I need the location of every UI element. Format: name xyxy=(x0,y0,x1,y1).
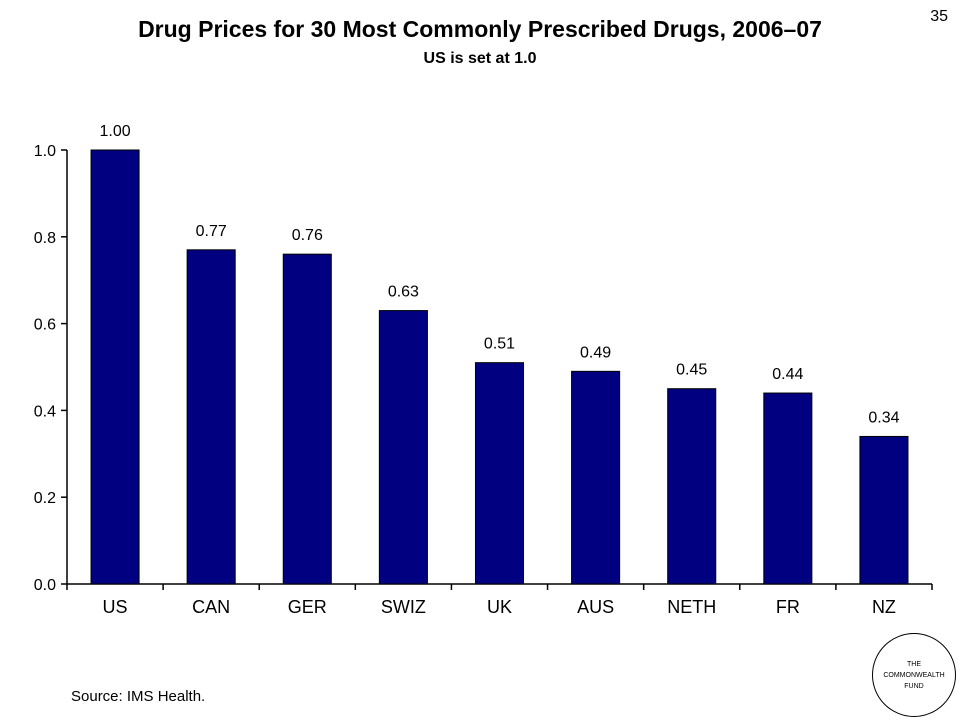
x-tick-label: NETH xyxy=(667,597,716,617)
bar xyxy=(186,249,236,585)
data-label: 0.44 xyxy=(772,366,803,383)
bar xyxy=(474,362,525,585)
y-tick-label: 0.0 xyxy=(34,577,56,594)
data-label: 0.34 xyxy=(868,409,899,426)
bar xyxy=(571,370,621,585)
x-tick-label: CAN xyxy=(192,597,230,617)
page-number: 35 xyxy=(930,8,948,25)
logo-text: THE COMMONWEALTH FUND xyxy=(883,660,945,690)
bar xyxy=(378,310,428,585)
x-tick-label: AUS xyxy=(577,597,614,617)
data-label: 0.76 xyxy=(292,227,323,244)
bar xyxy=(667,388,717,585)
data-label: 1.00 xyxy=(99,123,130,140)
chart-subtitle: US is set at 1.0 xyxy=(423,50,537,67)
bar xyxy=(763,392,813,585)
x-tick-label: US xyxy=(103,597,128,617)
data-label: 0.63 xyxy=(388,284,419,301)
bar xyxy=(859,435,909,585)
bar xyxy=(282,253,332,585)
bar xyxy=(90,149,140,585)
x-tick-label: GER xyxy=(288,597,327,617)
data-label: 0.77 xyxy=(196,223,227,240)
y-tick-label: 0.6 xyxy=(34,317,56,334)
y-tick-label: 0.4 xyxy=(34,403,56,420)
chart-title: Drug Prices for 30 Most Commonly Prescri… xyxy=(138,16,822,42)
y-tick-label: 0.8 xyxy=(34,230,56,247)
x-tick-label: SWIZ xyxy=(381,597,426,617)
x-tick-label: NZ xyxy=(872,597,896,617)
source-note: Source: IMS Health. xyxy=(71,688,206,705)
x-tick-label: FR xyxy=(776,597,800,617)
commonwealth-fund-logo: THE COMMONWEALTH FUND xyxy=(872,633,956,717)
data-label: 0.49 xyxy=(580,344,611,361)
y-tick-label: 0.2 xyxy=(34,490,56,507)
y-tick-label: 1.0 xyxy=(34,143,56,160)
x-tick-label: UK xyxy=(487,597,512,617)
data-label: 0.51 xyxy=(484,336,515,353)
data-label: 0.45 xyxy=(676,362,707,379)
